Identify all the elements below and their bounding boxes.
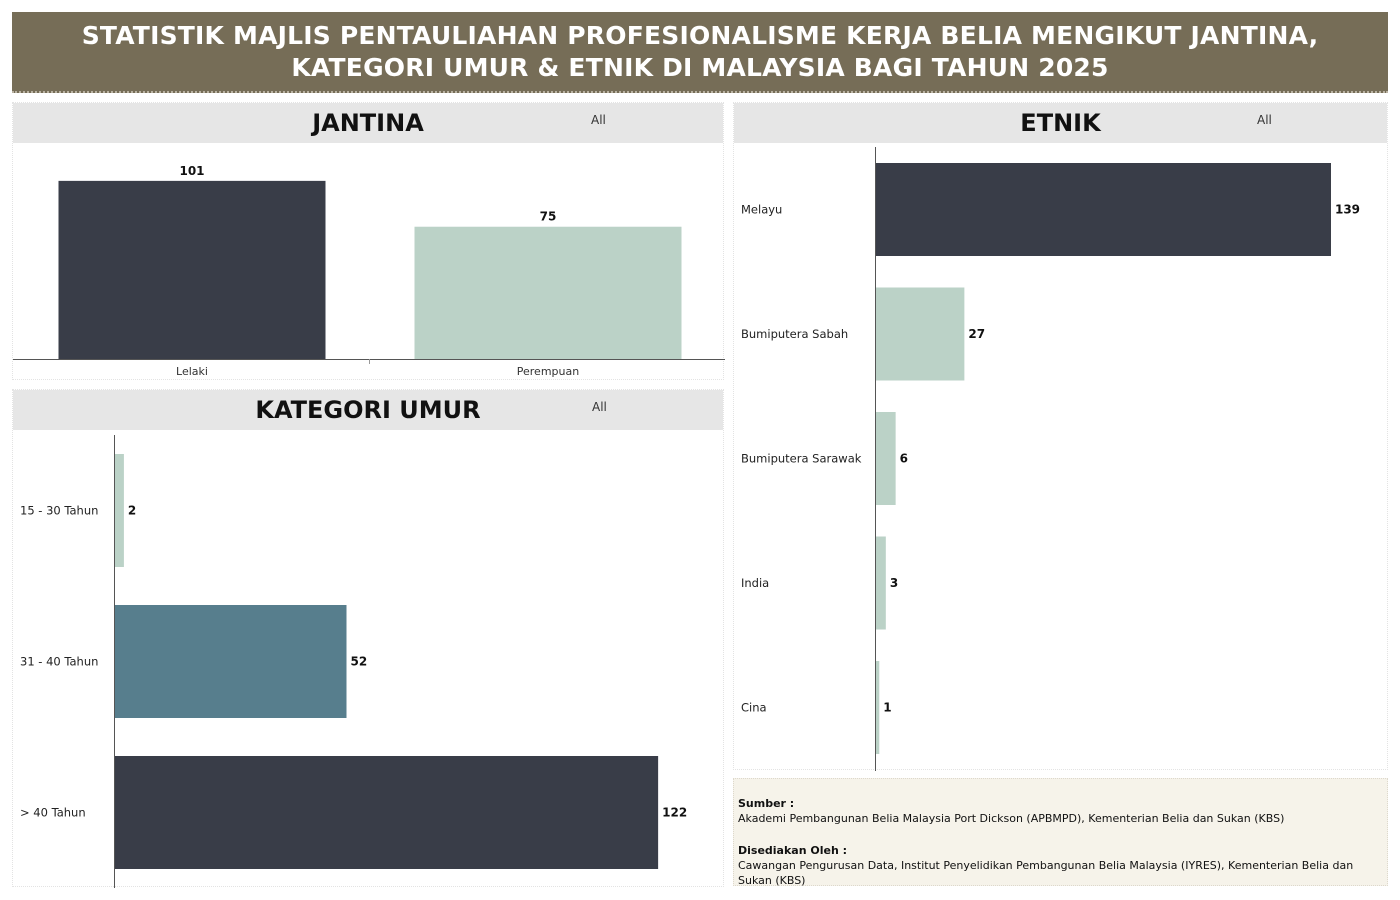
etnik-data-label: 27 <box>968 327 985 341</box>
etnik-category-label: India <box>741 576 769 590</box>
etnik-data-label: 139 <box>1335 203 1360 217</box>
etnik-bar <box>876 661 880 754</box>
jantina-filter-all[interactable]: All <box>591 113 606 127</box>
etnik-category-label: Bumiputera Sarawak <box>741 452 862 466</box>
jantina-panel: JANTINA All 101 Lelaki 75 Perempuan <box>12 102 725 380</box>
umur-data-label: 122 <box>662 806 687 820</box>
jantina-category-label: Perempuan <box>517 365 579 378</box>
etnik-bar <box>876 163 1331 256</box>
jantina-data-label: 75 <box>540 210 557 224</box>
jantina-category-label: Lelaki <box>176 365 208 378</box>
umur-bar-chart: 2 15 - 30 Tahun 52 31 - 40 Tahun 122 > 40 Tah… <box>20 435 687 888</box>
umur-title: KATEGORI UMUR <box>255 396 481 424</box>
etnik-title: ETNIK <box>1020 109 1101 137</box>
umur-panel: KATEGORI UMUR All 2 15 - 30 Tahun 52 31 - 4… <box>12 389 724 888</box>
jantina-bar <box>58 180 326 359</box>
sumber-label: Sumber : <box>738 797 795 810</box>
umur-category-label: 15 - 30 Tahun <box>20 504 98 518</box>
umur-data-label: 52 <box>350 655 367 669</box>
umur-bar <box>115 756 659 869</box>
disediakan-text: Cawangan Pengurusan Data, Institut Penye… <box>738 859 1354 887</box>
jantina-data-label: 101 <box>179 164 204 178</box>
source-box: Sumber : Akademi Pembangunan Belia Malay… <box>733 778 1388 887</box>
etnik-panel-header: ETNIK All <box>734 103 1387 143</box>
umur-bar <box>115 454 124 567</box>
dashboard-title-line-1: STATISTIK MAJLIS PENTAULIAHAN PROFESIONA… <box>81 20 1319 50</box>
etnik-bar-chart: 139 Melayu 27 Bumiputera Sabah 6 Bumiputera S… <box>741 147 1360 771</box>
etnik-bar <box>876 287 965 381</box>
jantina-title: JANTINA <box>312 109 424 137</box>
etnik-data-label: 1 <box>883 701 891 715</box>
umur-filter-all[interactable]: All <box>592 400 607 414</box>
sumber-text: Akademi Pembangunan Belia Malaysia Port … <box>738 812 1285 825</box>
jantina-panel-header: JANTINA All <box>13 103 723 143</box>
etnik-category-label: Cina <box>741 701 767 715</box>
jantina-bar <box>414 226 682 359</box>
etnik-bar <box>876 536 886 630</box>
umur-bar <box>115 605 347 718</box>
etnik-data-label: 3 <box>890 576 898 590</box>
etnik-bar <box>876 412 896 505</box>
dashboard-header: STATISTIK MAJLIS PENTAULIAHAN PROFESIONA… <box>12 12 1388 93</box>
jantina-bar-chart: 101 Lelaki 75 Perempuan <box>13 164 725 378</box>
etnik-data-label: 6 <box>900 452 908 466</box>
etnik-panel: ETNIK All 139 Melayu 27 Bumiputera Sabah 6 Bu… <box>733 102 1388 771</box>
umur-category-label: 31 - 40 Tahun <box>20 655 98 669</box>
dashboard-title-line-2: KATEGORI UMUR & ETNIK DI MALAYSIA BAGI T… <box>291 52 1109 82</box>
umur-category-label: > 40 Tahun <box>20 806 86 820</box>
etnik-filter-all[interactable]: All <box>1257 113 1272 127</box>
umur-data-label: 2 <box>128 504 136 518</box>
umur-panel-header: KATEGORI UMUR All <box>13 390 723 430</box>
etnik-category-label: Melayu <box>741 203 782 217</box>
etnik-category-label: Bumiputera Sabah <box>741 327 848 341</box>
disediakan-label: Disediakan Oleh : <box>738 844 848 857</box>
